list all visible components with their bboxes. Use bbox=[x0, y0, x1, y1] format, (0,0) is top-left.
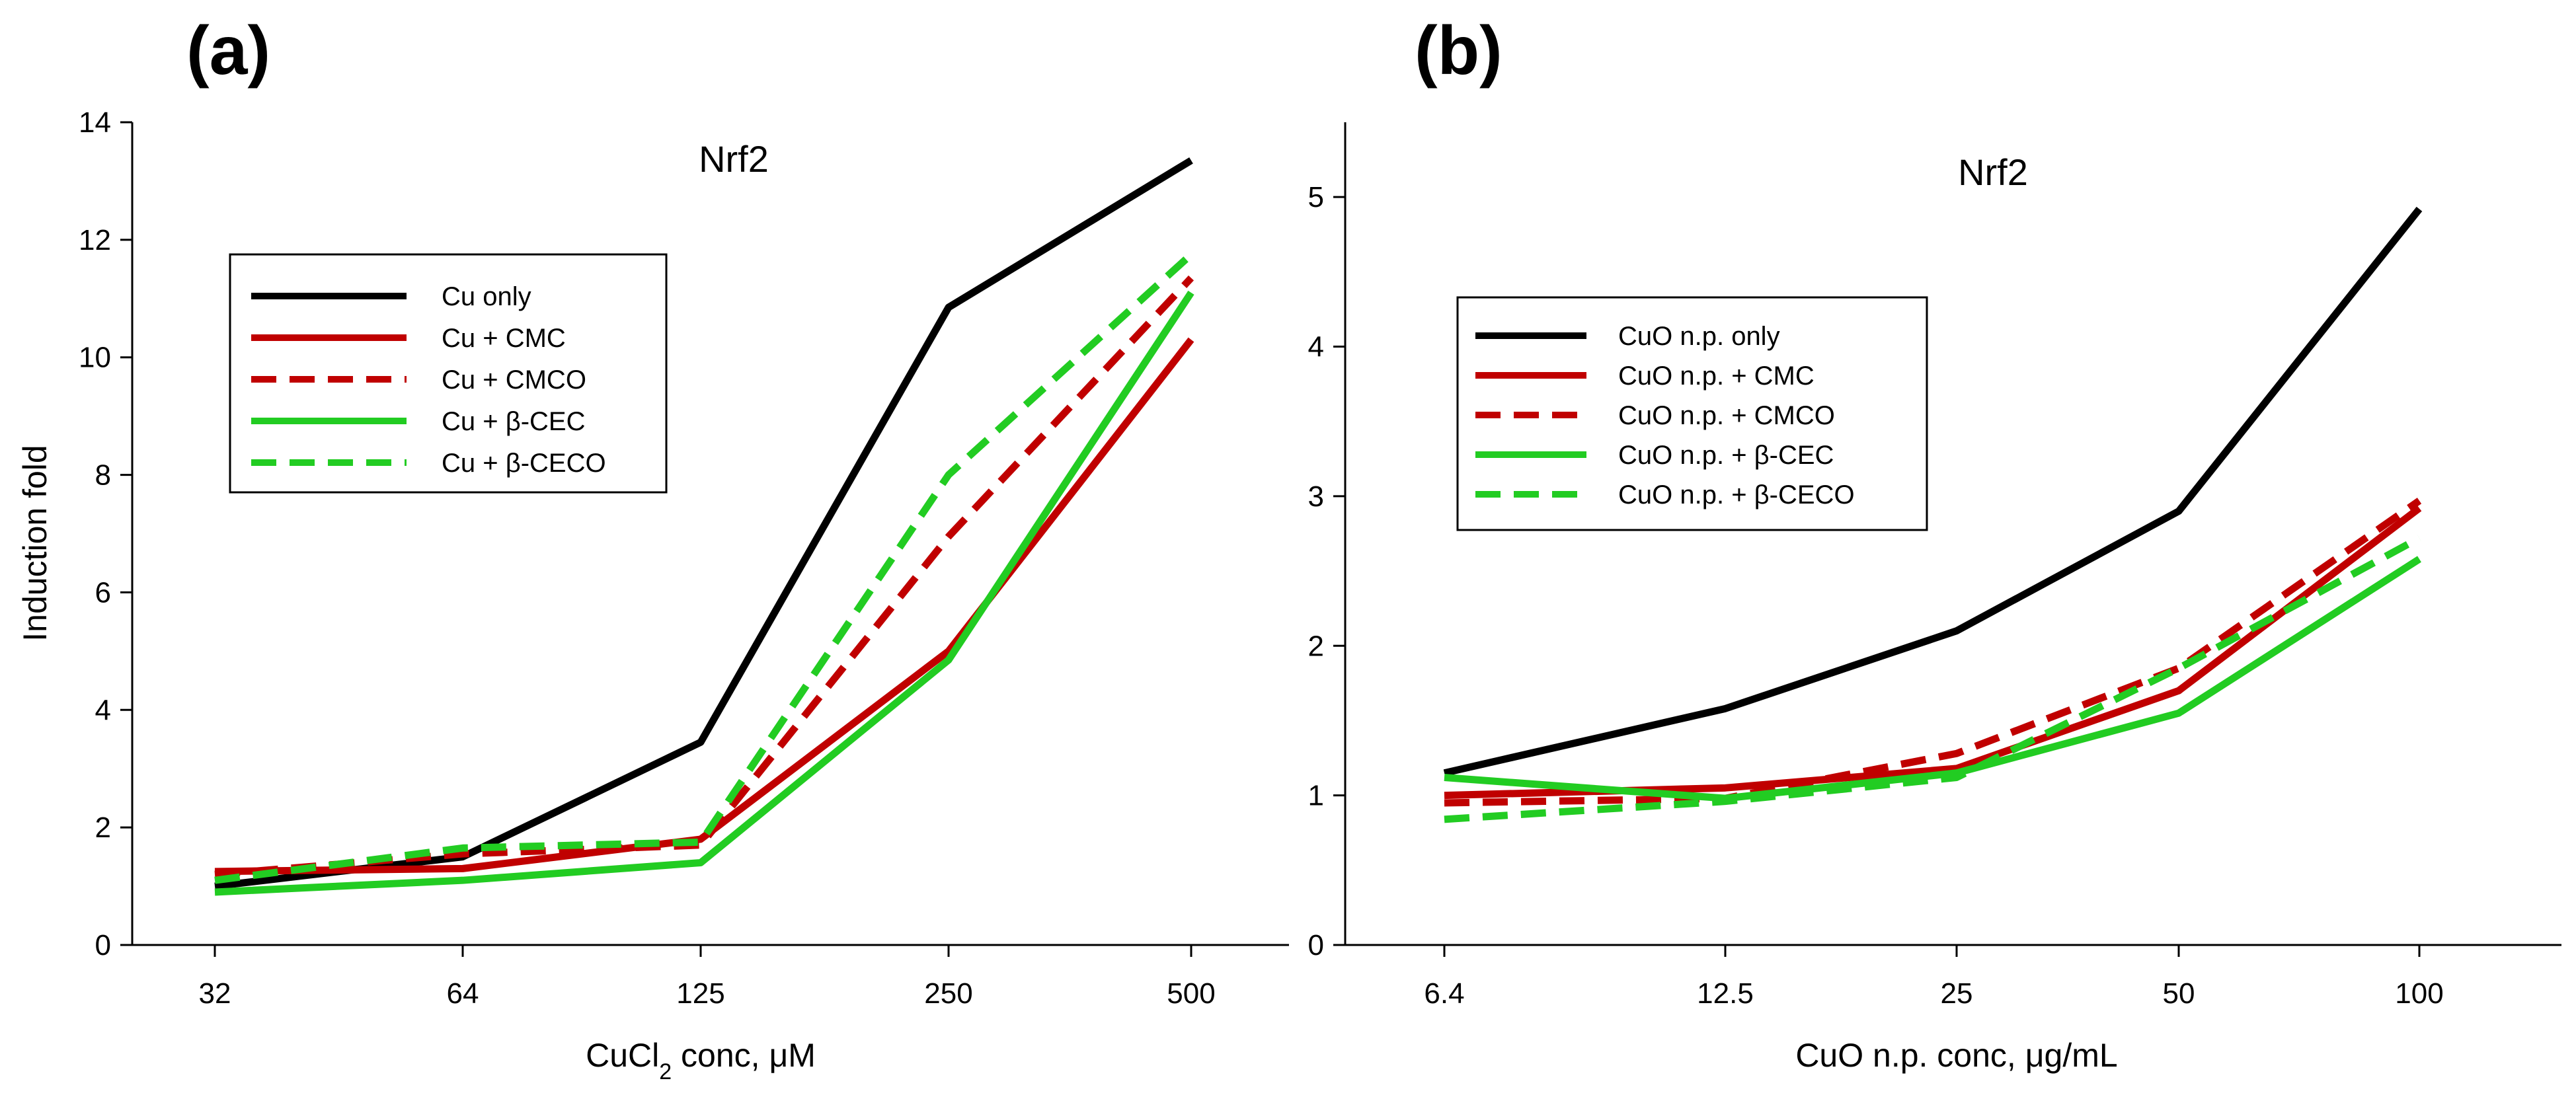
panel-b-x-axis-label: CuO n.p. conc, μg/mL bbox=[1795, 1037, 2117, 1074]
panel-b-series-lines bbox=[1443, 206, 2423, 823]
panel-a-chart: (a) Nrf2 0 2 4 6 8 10 12 14 32 64 125 250 500 CuCl2… bbox=[17, 13, 1289, 1084]
legend-label: Cu + CMC bbox=[442, 324, 566, 353]
y-tick-label: 0 bbox=[1308, 929, 1324, 961]
series-line-3 bbox=[1444, 498, 2422, 807]
x-tick-label: 500 bbox=[1167, 977, 1215, 1010]
panel-a-title: Nrf2 bbox=[699, 138, 769, 180]
x-tick-label: 125 bbox=[676, 977, 724, 1010]
legend-label: Cu + β-CECO bbox=[442, 449, 606, 478]
panel-a-series-lines bbox=[214, 157, 1194, 896]
y-tick-label: 1 bbox=[1308, 780, 1324, 812]
legend-label: CuO n.p. + CMC bbox=[1618, 361, 1815, 391]
legend-label: Cu + β-CEC bbox=[442, 407, 586, 436]
y-tick-label: 0 bbox=[95, 929, 111, 961]
y-tick-label: 4 bbox=[1308, 331, 1324, 363]
legend-label: Cu + CMCO bbox=[442, 365, 586, 395]
panel-b-x-ticks: 6.4 12.5 25 50 100 bbox=[1424, 945, 2444, 1010]
x-tick-label: 64 bbox=[447, 977, 479, 1010]
panel-b-label: (b) bbox=[1415, 13, 1503, 89]
panel-a-y-ticks: 0 2 4 6 8 10 12 14 bbox=[79, 106, 132, 961]
y-tick-label: 5 bbox=[1308, 181, 1324, 213]
series-line-4 bbox=[1444, 556, 2421, 802]
y-tick-label: 8 bbox=[95, 459, 111, 492]
y-tick-label: 10 bbox=[79, 342, 111, 374]
y-tick-label: 2 bbox=[1308, 630, 1324, 662]
panel-b-legend: CuO n.p. only CuO n.p. + CMC CuO n.p. + CM… bbox=[1456, 296, 1928, 531]
series-line-4 bbox=[214, 290, 1194, 896]
y-tick-label: 14 bbox=[79, 106, 111, 139]
panel-a-label: (a) bbox=[186, 13, 270, 89]
legend-label: CuO n.p. + CMCO bbox=[1618, 401, 1835, 430]
panel-b-y-ticks: 0 1 2 3 4 5 bbox=[1308, 181, 1345, 961]
y-tick-label: 6 bbox=[95, 576, 111, 609]
y-tick-label: 2 bbox=[95, 811, 111, 844]
x-tick-label: 250 bbox=[924, 977, 972, 1010]
legend-label: CuO n.p. + β-CECO bbox=[1618, 480, 1855, 509]
panel-a-legend: Cu only Cu + CMC Cu + CMCO Cu + β-CEC Cu + β… bbox=[229, 253, 668, 494]
series-line-1 bbox=[1443, 206, 2423, 777]
x-tick-label: 12.5 bbox=[1697, 977, 1754, 1010]
series-line-5 bbox=[1444, 535, 2421, 823]
legend-label: CuO n.p. only bbox=[1618, 322, 1780, 351]
x-tick-label: 100 bbox=[2395, 977, 2443, 1010]
x-tick-label: 32 bbox=[199, 977, 231, 1010]
y-tick-label: 12 bbox=[79, 224, 111, 256]
panel-b-title: Nrf2 bbox=[1958, 151, 2028, 193]
x-tick-label: 50 bbox=[2163, 977, 2195, 1010]
y-tick-label: 4 bbox=[95, 694, 111, 726]
series-line-5 bbox=[214, 252, 1194, 884]
series-line-2 bbox=[214, 337, 1194, 876]
panel-a-y-axis-label: Induction fold bbox=[17, 445, 54, 641]
panel-a-x-axis-label: CuCl2 conc, μM bbox=[586, 1037, 816, 1084]
x-tick-label: 25 bbox=[1941, 977, 1973, 1010]
panel-b-chart: (b) Nrf2 0 1 2 3 4 5 6.4 12.5 25 50 100 CuO n.p. … bbox=[1308, 13, 2561, 1074]
legend-label: Cu only bbox=[442, 282, 531, 311]
legend-label: CuO n.p. + β-CEC bbox=[1618, 441, 1834, 470]
x-tick-label: 6.4 bbox=[1424, 977, 1464, 1010]
panel-a-x-ticks: 32 64 125 250 500 bbox=[199, 945, 1216, 1010]
y-tick-label: 3 bbox=[1308, 480, 1324, 513]
